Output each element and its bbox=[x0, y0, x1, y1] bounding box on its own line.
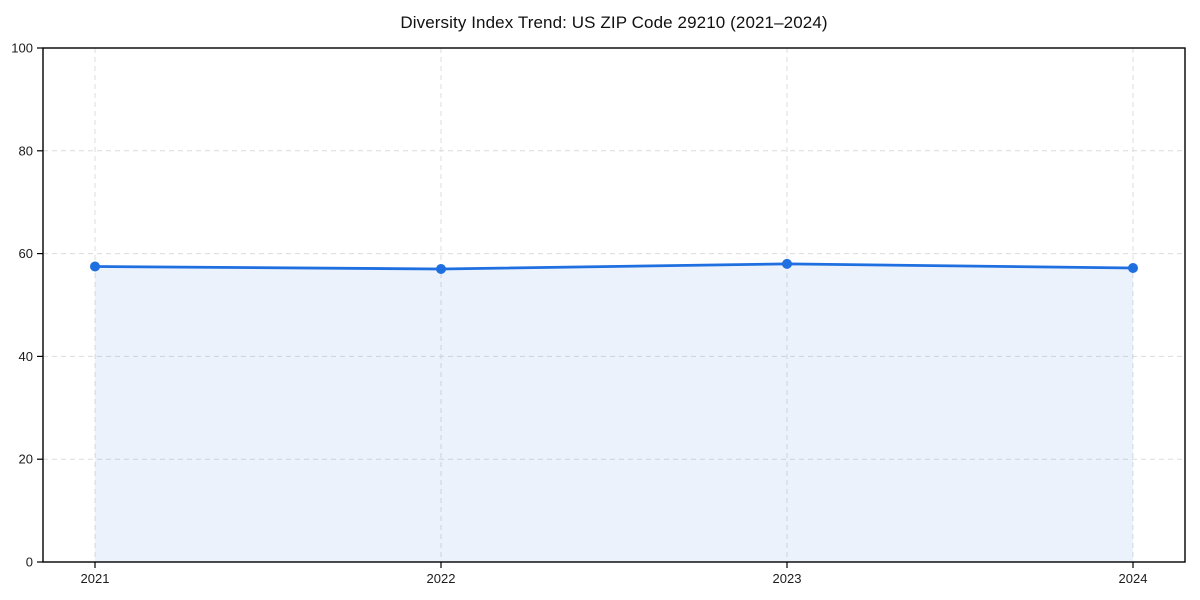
data-point-2021 bbox=[90, 261, 100, 272]
data-point-2024 bbox=[1128, 263, 1138, 273]
data-point-2022 bbox=[436, 264, 446, 274]
area-fill bbox=[95, 263, 1133, 562]
trend-line bbox=[93, 262, 1135, 271]
y-tick-label: 20 bbox=[19, 452, 33, 467]
y-tick-label: 100 bbox=[11, 41, 33, 56]
x-tick-label: 2024 bbox=[1119, 571, 1148, 586]
y-tick-label: 60 bbox=[19, 246, 33, 261]
chart-title: Diversity Index Trend: US ZIP Code 29210… bbox=[400, 13, 828, 32]
y-tick-label: 80 bbox=[19, 143, 33, 158]
x-tick-label: 2022 bbox=[427, 571, 456, 586]
x-tick-label: 2023 bbox=[773, 571, 802, 586]
y-tick-label: 0 bbox=[26, 555, 33, 570]
data-point-2023 bbox=[782, 258, 792, 269]
plot-border bbox=[42, 47, 1186, 563]
x-tick-label: 2021 bbox=[81, 571, 110, 586]
y-tick-label: 40 bbox=[19, 349, 33, 364]
